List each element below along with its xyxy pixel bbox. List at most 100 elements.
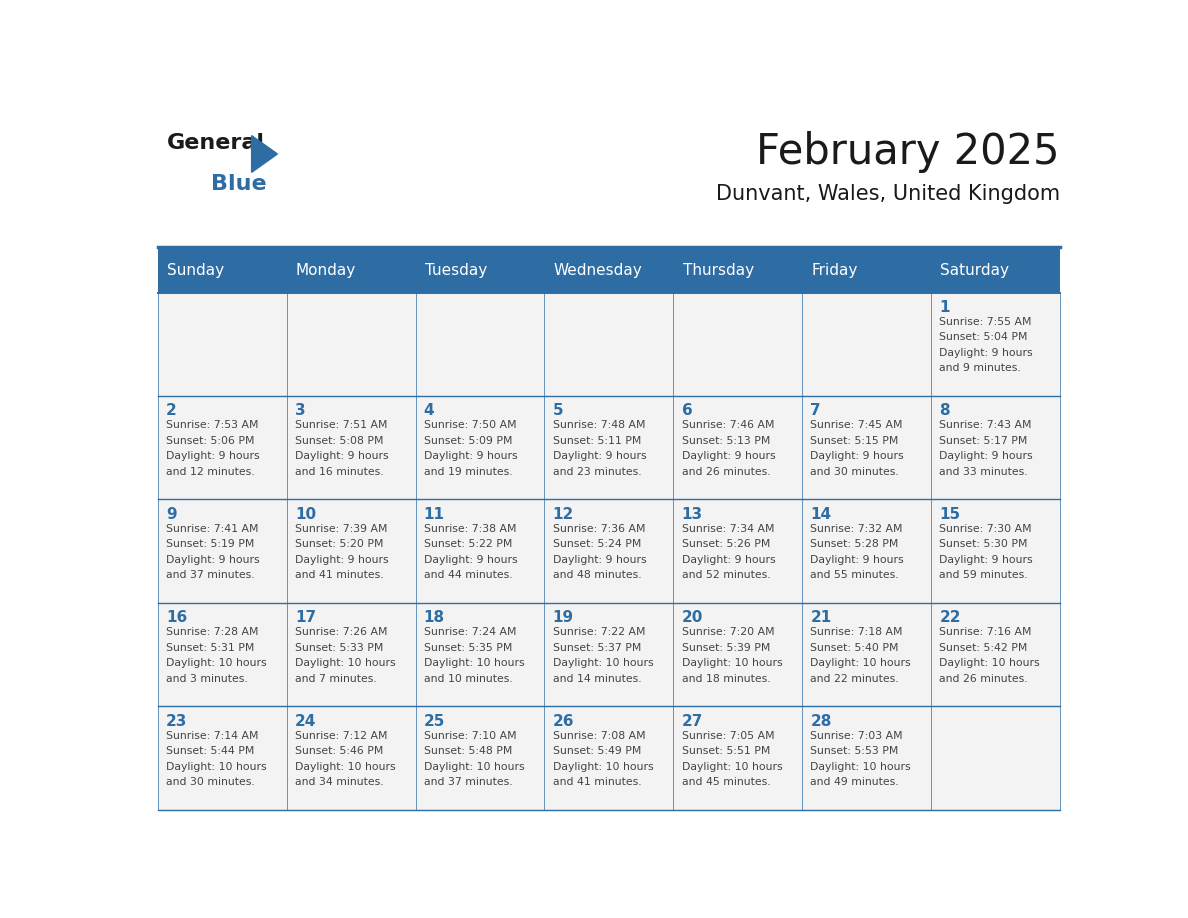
Text: Sunset: 5:15 PM: Sunset: 5:15 PM bbox=[810, 436, 899, 446]
Text: Daylight: 10 hours: Daylight: 10 hours bbox=[424, 762, 524, 772]
Text: Daylight: 10 hours: Daylight: 10 hours bbox=[295, 658, 396, 668]
Text: Sunrise: 7:10 AM: Sunrise: 7:10 AM bbox=[424, 731, 517, 741]
Text: Sunrise: 7:12 AM: Sunrise: 7:12 AM bbox=[295, 731, 387, 741]
Bar bbox=[158, 248, 1060, 293]
Text: Sunrise: 7:39 AM: Sunrise: 7:39 AM bbox=[295, 523, 387, 533]
Text: and 12 minutes.: and 12 minutes. bbox=[166, 467, 254, 476]
Text: and 37 minutes.: and 37 minutes. bbox=[424, 778, 512, 788]
Text: and 3 minutes.: and 3 minutes. bbox=[166, 674, 248, 684]
Text: Sunset: 5:28 PM: Sunset: 5:28 PM bbox=[810, 539, 899, 549]
Text: Sunrise: 7:20 AM: Sunrise: 7:20 AM bbox=[682, 627, 775, 637]
Text: and 22 minutes.: and 22 minutes. bbox=[810, 674, 899, 684]
Text: Daylight: 10 hours: Daylight: 10 hours bbox=[810, 762, 911, 772]
Text: and 26 minutes.: and 26 minutes. bbox=[682, 467, 770, 476]
Text: Sunset: 5:49 PM: Sunset: 5:49 PM bbox=[552, 746, 642, 756]
Text: 1: 1 bbox=[940, 299, 950, 315]
Text: and 37 minutes.: and 37 minutes. bbox=[166, 570, 254, 580]
Text: and 55 minutes.: and 55 minutes. bbox=[810, 570, 899, 580]
Text: and 48 minutes.: and 48 minutes. bbox=[552, 570, 642, 580]
Text: Sunrise: 7:38 AM: Sunrise: 7:38 AM bbox=[424, 523, 517, 533]
Text: and 14 minutes.: and 14 minutes. bbox=[552, 674, 642, 684]
Text: 25: 25 bbox=[424, 713, 446, 729]
Text: and 49 minutes.: and 49 minutes. bbox=[810, 778, 899, 788]
Text: Daylight: 10 hours: Daylight: 10 hours bbox=[552, 658, 653, 668]
Text: and 10 minutes.: and 10 minutes. bbox=[424, 674, 512, 684]
Text: Sunrise: 7:46 AM: Sunrise: 7:46 AM bbox=[682, 420, 775, 431]
Text: Sunrise: 7:03 AM: Sunrise: 7:03 AM bbox=[810, 731, 903, 741]
Text: and 19 minutes.: and 19 minutes. bbox=[424, 467, 512, 476]
Text: 14: 14 bbox=[810, 507, 832, 521]
Text: 11: 11 bbox=[424, 507, 444, 521]
Text: Daylight: 10 hours: Daylight: 10 hours bbox=[166, 762, 266, 772]
Text: Daylight: 9 hours: Daylight: 9 hours bbox=[940, 452, 1034, 461]
Text: and 18 minutes.: and 18 minutes. bbox=[682, 674, 770, 684]
Text: Thursday: Thursday bbox=[682, 263, 753, 278]
Text: 20: 20 bbox=[682, 610, 703, 625]
Text: Daylight: 10 hours: Daylight: 10 hours bbox=[295, 762, 396, 772]
Text: 9: 9 bbox=[166, 507, 177, 521]
Text: Daylight: 9 hours: Daylight: 9 hours bbox=[295, 554, 388, 565]
Text: Daylight: 10 hours: Daylight: 10 hours bbox=[166, 658, 266, 668]
Text: Daylight: 9 hours: Daylight: 9 hours bbox=[810, 554, 904, 565]
Text: Sunset: 5:53 PM: Sunset: 5:53 PM bbox=[810, 746, 899, 756]
Text: Sunset: 5:24 PM: Sunset: 5:24 PM bbox=[552, 539, 642, 549]
Text: Sunset: 5:51 PM: Sunset: 5:51 PM bbox=[682, 746, 770, 756]
Text: and 16 minutes.: and 16 minutes. bbox=[295, 467, 384, 476]
Text: 27: 27 bbox=[682, 713, 703, 729]
Text: 3: 3 bbox=[295, 403, 305, 418]
Text: Sunrise: 7:08 AM: Sunrise: 7:08 AM bbox=[552, 731, 645, 741]
Text: and 41 minutes.: and 41 minutes. bbox=[552, 778, 642, 788]
Text: and 41 minutes.: and 41 minutes. bbox=[295, 570, 384, 580]
Text: 26: 26 bbox=[552, 713, 574, 729]
Text: Sunset: 5:04 PM: Sunset: 5:04 PM bbox=[940, 332, 1028, 342]
Text: Sunset: 5:26 PM: Sunset: 5:26 PM bbox=[682, 539, 770, 549]
Text: Sunset: 5:30 PM: Sunset: 5:30 PM bbox=[940, 539, 1028, 549]
Text: 18: 18 bbox=[424, 610, 446, 625]
Text: Sunset: 5:37 PM: Sunset: 5:37 PM bbox=[552, 643, 642, 653]
Text: and 7 minutes.: and 7 minutes. bbox=[295, 674, 377, 684]
Text: Sunset: 5:35 PM: Sunset: 5:35 PM bbox=[424, 643, 512, 653]
Text: 2: 2 bbox=[166, 403, 177, 418]
Text: Daylight: 9 hours: Daylight: 9 hours bbox=[940, 348, 1034, 358]
Text: Daylight: 9 hours: Daylight: 9 hours bbox=[682, 554, 776, 565]
Text: Sunrise: 7:14 AM: Sunrise: 7:14 AM bbox=[166, 731, 259, 741]
Text: Daylight: 10 hours: Daylight: 10 hours bbox=[424, 658, 524, 668]
Text: and 9 minutes.: and 9 minutes. bbox=[940, 364, 1022, 374]
Text: Dunvant, Wales, United Kingdom: Dunvant, Wales, United Kingdom bbox=[716, 185, 1060, 205]
Text: Sunset: 5:06 PM: Sunset: 5:06 PM bbox=[166, 436, 254, 446]
Text: Daylight: 9 hours: Daylight: 9 hours bbox=[810, 452, 904, 461]
Text: Sunrise: 7:41 AM: Sunrise: 7:41 AM bbox=[166, 523, 259, 533]
Text: Sunrise: 7:51 AM: Sunrise: 7:51 AM bbox=[295, 420, 387, 431]
Text: Wednesday: Wednesday bbox=[554, 263, 643, 278]
Text: and 52 minutes.: and 52 minutes. bbox=[682, 570, 770, 580]
Text: 10: 10 bbox=[295, 507, 316, 521]
Text: Sunrise: 7:24 AM: Sunrise: 7:24 AM bbox=[424, 627, 517, 637]
Text: 21: 21 bbox=[810, 610, 832, 625]
Text: Sunrise: 7:48 AM: Sunrise: 7:48 AM bbox=[552, 420, 645, 431]
Text: and 59 minutes.: and 59 minutes. bbox=[940, 570, 1028, 580]
Text: 22: 22 bbox=[940, 610, 961, 625]
Text: Daylight: 10 hours: Daylight: 10 hours bbox=[682, 762, 782, 772]
Text: Sunrise: 7:30 AM: Sunrise: 7:30 AM bbox=[940, 523, 1032, 533]
Text: Sunrise: 7:36 AM: Sunrise: 7:36 AM bbox=[552, 523, 645, 533]
Text: Sunrise: 7:16 AM: Sunrise: 7:16 AM bbox=[940, 627, 1032, 637]
Text: Sunrise: 7:43 AM: Sunrise: 7:43 AM bbox=[940, 420, 1032, 431]
Text: 28: 28 bbox=[810, 713, 832, 729]
Text: and 23 minutes.: and 23 minutes. bbox=[552, 467, 642, 476]
Text: Daylight: 9 hours: Daylight: 9 hours bbox=[940, 554, 1034, 565]
Text: 17: 17 bbox=[295, 610, 316, 625]
Text: Daylight: 9 hours: Daylight: 9 hours bbox=[424, 554, 518, 565]
Text: Daylight: 10 hours: Daylight: 10 hours bbox=[810, 658, 911, 668]
Text: Daylight: 10 hours: Daylight: 10 hours bbox=[682, 658, 782, 668]
Bar bbox=[158, 293, 1060, 810]
Text: and 26 minutes.: and 26 minutes. bbox=[940, 674, 1028, 684]
Text: 7: 7 bbox=[810, 403, 821, 418]
Text: February 2025: February 2025 bbox=[757, 131, 1060, 174]
Text: Daylight: 10 hours: Daylight: 10 hours bbox=[552, 762, 653, 772]
Text: General: General bbox=[166, 133, 265, 152]
Text: and 44 minutes.: and 44 minutes. bbox=[424, 570, 512, 580]
Text: Sunrise: 7:18 AM: Sunrise: 7:18 AM bbox=[810, 627, 903, 637]
Text: Sunset: 5:20 PM: Sunset: 5:20 PM bbox=[295, 539, 384, 549]
Text: Sunrise: 7:45 AM: Sunrise: 7:45 AM bbox=[810, 420, 903, 431]
Text: Daylight: 9 hours: Daylight: 9 hours bbox=[166, 554, 260, 565]
